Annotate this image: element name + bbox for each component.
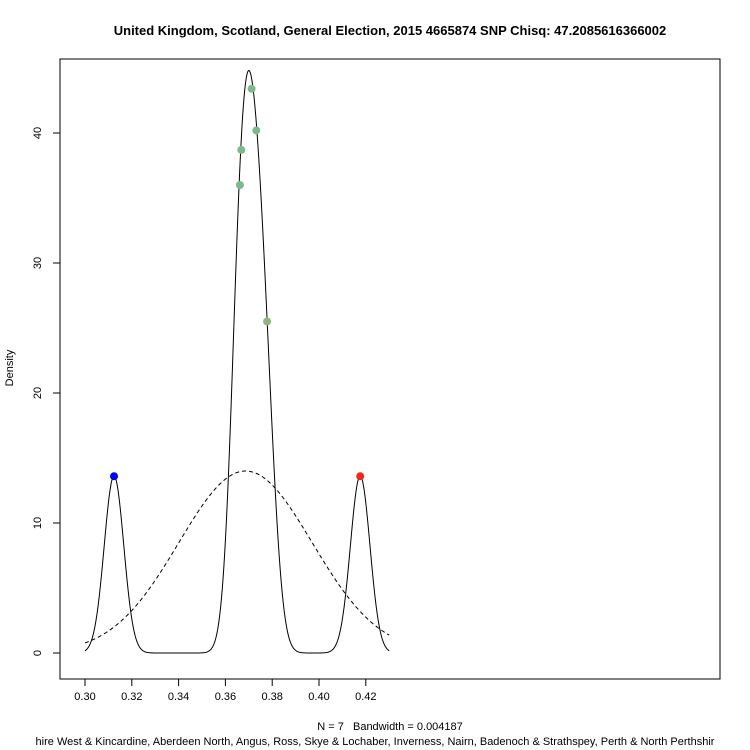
chart-title: United Kingdom, Scotland, General Electi… [114, 23, 667, 38]
y-tick-label: 20 [32, 387, 44, 399]
data-point [252, 126, 261, 135]
kernel-density-line [84, 69, 390, 654]
data-point [356, 472, 365, 481]
y-tick-label: 0 [32, 650, 44, 656]
x-tick-label: 0.34 [168, 691, 189, 703]
x-tick-label: 0.30 [74, 691, 95, 703]
x-tick-label: 0.36 [215, 691, 236, 703]
y-tick-label: 30 [32, 257, 44, 269]
y-axis: 0 10 20 30 40 [32, 127, 61, 656]
data-point [247, 84, 256, 93]
x-tick-label: 0.32 [121, 691, 142, 703]
data-points [110, 84, 365, 481]
y-axis-label: Density [4, 349, 16, 386]
data-point [237, 145, 246, 154]
x-tick-label: 0.42 [355, 691, 376, 703]
normal-density-line [84, 470, 390, 644]
data-point [110, 472, 119, 481]
x-axis: 0.30 0.32 0.34 0.36 0.38 0.40 0.42 [74, 678, 377, 703]
x-axis-sublabel: hire West & Kincardine, Aberdeen North, … [36, 736, 715, 748]
data-point [263, 317, 272, 326]
y-tick-label: 10 [32, 517, 44, 529]
data-point [235, 181, 244, 189]
y-tick-label: 40 [32, 127, 44, 139]
x-tick-label: 0.38 [261, 691, 282, 703]
x-tick-label: 0.40 [308, 691, 329, 703]
x-axis-label: N = 7 Bandwidth = 0.004187 [317, 721, 463, 733]
plot-frame [59, 58, 721, 680]
